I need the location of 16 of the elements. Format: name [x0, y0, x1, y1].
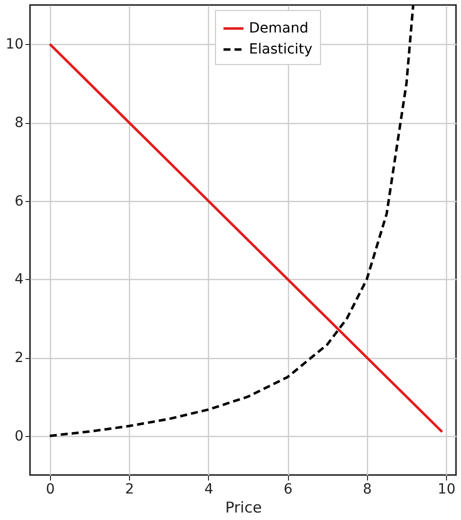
y-tick-label: 8 [14, 115, 24, 131]
legend-label: Elasticity [249, 42, 312, 58]
y-tick-label: 4 [14, 272, 24, 288]
y-tick-label: 2 [14, 350, 24, 366]
y-tick-label: 0 [14, 428, 24, 444]
x-tick-label: 2 [125, 482, 134, 498]
x-axis-title: Price [225, 498, 262, 516]
x-tick-label: 8 [362, 482, 372, 498]
x-tick-label: 10 [438, 482, 456, 498]
x-tick-label: 4 [204, 482, 214, 498]
y-tick-label: 6 [14, 193, 24, 210]
x-tick-label: 6 [284, 482, 293, 498]
x-tick-label: 0 [46, 482, 55, 498]
legend-label: Demand [249, 20, 308, 36]
y-tick-label: 10 [6, 36, 24, 53]
line-series [48, 5, 414, 438]
